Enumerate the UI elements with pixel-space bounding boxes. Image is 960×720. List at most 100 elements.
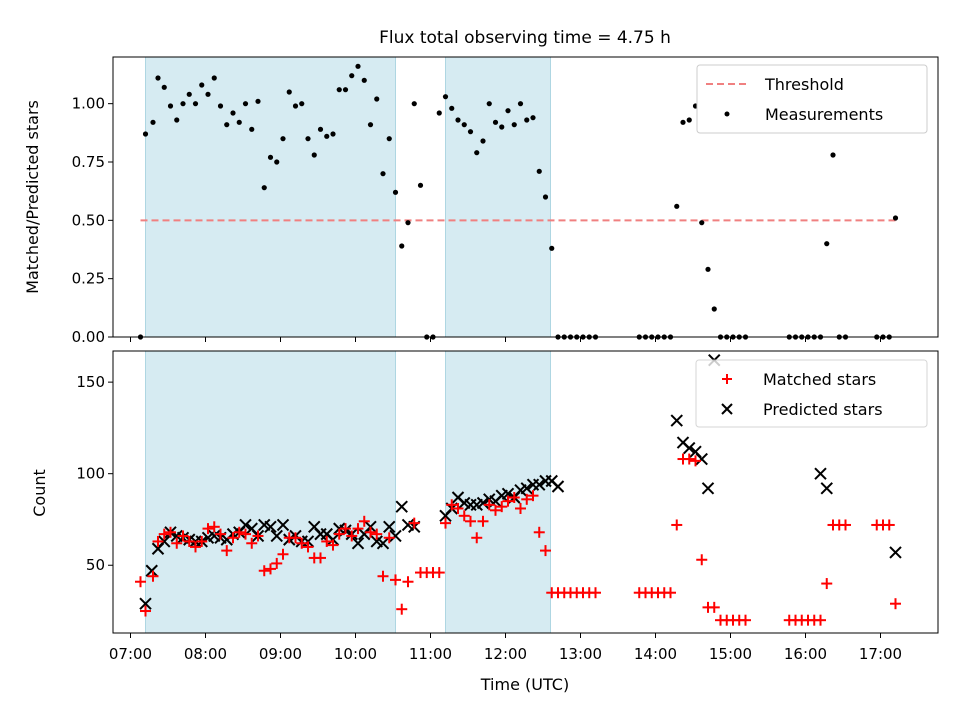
- matched-point: [821, 578, 833, 590]
- legend-matched-swatch: [722, 374, 732, 384]
- matched-point: [233, 526, 245, 538]
- measurement-point: [711, 306, 717, 312]
- measurement-point: [317, 126, 324, 132]
- predicted-point: [376, 537, 390, 550]
- matched-point: [521, 493, 533, 505]
- predicted-mark-stroke: [695, 452, 708, 466]
- measurement-point: [380, 171, 386, 177]
- measurement-point: [311, 152, 317, 158]
- predicted-point: [889, 546, 902, 559]
- measurement-point: [536, 168, 542, 174]
- predicted-mark-stroke: [145, 564, 158, 577]
- predicted-point: [476, 496, 490, 510]
- measurement-point: [480, 138, 486, 144]
- bottom-ylabel: Count: [30, 469, 49, 517]
- predicted-point: [264, 520, 277, 533]
- measurement-point: [267, 154, 274, 160]
- matched-point: [252, 530, 264, 542]
- measurement-point: [386, 136, 392, 142]
- measurement-point: [355, 63, 361, 69]
- matched-point: [458, 510, 470, 522]
- measurement-point: [192, 101, 199, 107]
- measurement-point: [449, 105, 455, 111]
- matched-point: [496, 501, 508, 513]
- measurement-point: [686, 117, 692, 123]
- predicted-mark-stroke: [245, 522, 258, 535]
- predicted-mark-stroke: [689, 445, 702, 458]
- matched-point: [202, 523, 214, 535]
- measurement-point: [455, 117, 461, 123]
- predicted-mark-stroke: [276, 518, 290, 532]
- measurement-point: [411, 101, 417, 107]
- matched-point: [333, 528, 345, 540]
- y-tick-label: 50: [86, 556, 105, 574]
- predicted-point: [701, 482, 715, 495]
- matched-point: [815, 614, 826, 626]
- predicted-point: [145, 564, 158, 577]
- y-tick-label: 150: [76, 373, 105, 391]
- predicted-point: [158, 535, 171, 548]
- shaded-interval: [445, 56, 551, 338]
- matched-point: [433, 567, 445, 579]
- measurement-point: [549, 245, 555, 251]
- measurement-point: [499, 124, 505, 130]
- matched-point: [465, 515, 476, 527]
- measurement-point: [511, 122, 517, 128]
- measurement-point: [242, 101, 249, 107]
- measurement-point: [699, 220, 705, 226]
- predicted-mark-stroke: [376, 537, 390, 550]
- legend-matched-label: Matched stars: [763, 370, 876, 389]
- x-tick-label: 10:00: [334, 645, 377, 663]
- matched-point: [158, 528, 170, 540]
- matched-point: [383, 532, 395, 544]
- predicted-mark-stroke: [401, 518, 415, 532]
- predicted-point: [395, 500, 408, 513]
- matched-point: [271, 557, 283, 569]
- predicted-mark-stroke: [451, 491, 465, 504]
- measurement-point: [324, 133, 330, 139]
- matched-point: [490, 504, 501, 516]
- matched-point: [527, 490, 539, 502]
- measurement-point: [199, 82, 205, 88]
- predicted-mark-stroke: [308, 520, 321, 533]
- measurement-point: [161, 84, 167, 90]
- measurement-point: [399, 243, 405, 249]
- predicted-point: [389, 529, 402, 543]
- predicted-point: [533, 478, 546, 491]
- matched-point: [190, 541, 201, 553]
- y-tick-label: 0.50: [72, 211, 105, 229]
- matched-point: [147, 570, 159, 582]
- measurement-point: [180, 101, 186, 107]
- predicted-mark-stroke: [270, 529, 283, 543]
- predicted-mark-stroke: [520, 482, 533, 495]
- matched-point: [177, 530, 189, 542]
- matched-point: [227, 532, 239, 544]
- matched-point: [321, 535, 333, 547]
- matched-point: [440, 517, 451, 529]
- matched-point: [215, 528, 226, 540]
- measurement-point: [542, 194, 549, 200]
- matched-point: [240, 528, 251, 540]
- measurement-point: [405, 220, 411, 226]
- predicted-point: [670, 414, 683, 427]
- legend-predicted-label: Predicted stars: [763, 400, 883, 419]
- axes-frame: [112, 350, 939, 634]
- y-tick-label: 1.00: [72, 95, 105, 113]
- measurement-point: [361, 77, 367, 83]
- measurement-point: [824, 241, 830, 247]
- matched-point: [477, 515, 489, 527]
- top-legend: Threshold Measurements: [696, 64, 928, 134]
- matched-point: [708, 601, 720, 613]
- predicted-mark-stroke: [476, 496, 490, 510]
- predicted-mark-stroke: [814, 467, 827, 480]
- measurement-point: [436, 110, 442, 116]
- matched-point: [290, 532, 301, 544]
- legend-measurements-swatch: [724, 111, 730, 117]
- matched-point: [508, 491, 520, 503]
- measurement-point: [274, 159, 280, 165]
- predicted-point: [276, 518, 290, 532]
- predicted-point: [820, 482, 833, 495]
- matched-point: [135, 576, 146, 588]
- measurement-point: [174, 117, 180, 123]
